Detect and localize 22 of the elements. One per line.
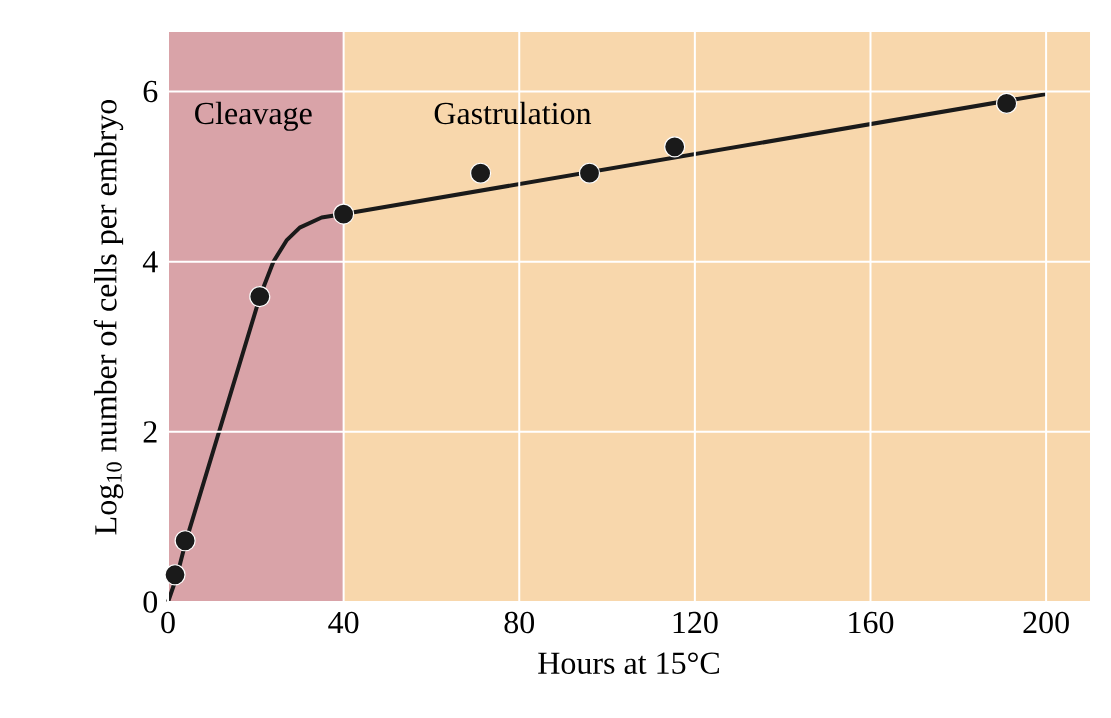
x-tick-label: 160 (849, 611, 894, 634)
y-tick-label: 6 (143, 80, 158, 103)
point (333, 203, 355, 225)
x-tick-label: 80 (504, 611, 535, 634)
y-tick-label: 4 (142, 251, 158, 273)
point (995, 92, 1018, 115)
point (164, 564, 186, 586)
x-tick-label: 40 (328, 611, 359, 634)
x-axis-title: Hours at 15°C (538, 652, 719, 674)
point (578, 162, 601, 184)
point (664, 136, 686, 158)
y-tick-label: 0 (143, 591, 158, 613)
x-tick-label: 120 (673, 611, 718, 634)
y-axis-title: Log$_{10}$ number of cells per embryo (93, 99, 124, 535)
band-label: Gastrulation (434, 101, 592, 125)
y-tick-label: 2 (143, 421, 157, 443)
x-tick-label: 200 (1023, 611, 1069, 634)
point (174, 530, 196, 552)
point (249, 285, 271, 308)
band-label: Cleavage (195, 101, 312, 131)
point (470, 162, 492, 184)
x-tick-label: 0 (161, 611, 175, 634)
